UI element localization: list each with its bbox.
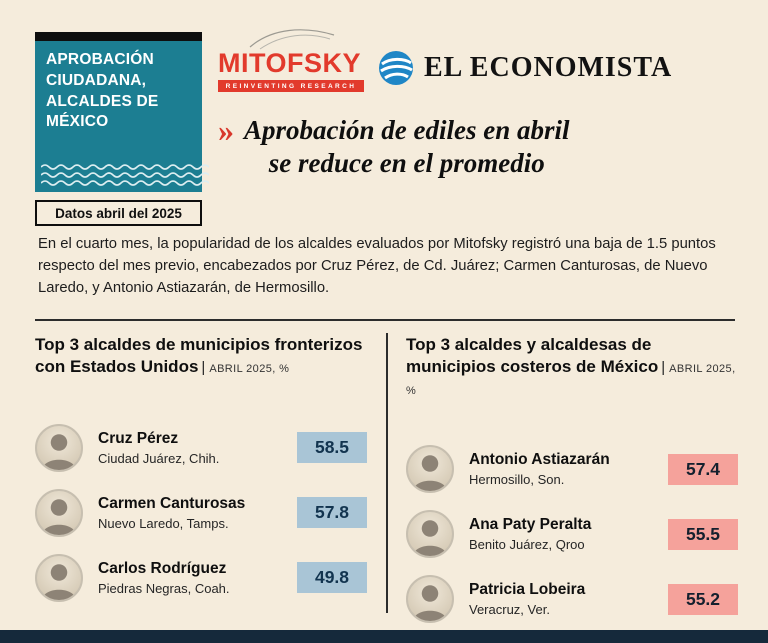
headline-line: Aprobación de ediles en abril (244, 115, 570, 145)
pipe-separator: | (201, 358, 206, 376)
avatar (406, 575, 454, 624)
mayor-name: Antonio Astiazarán (469, 451, 610, 469)
mayor-location: Veracruz, Ver. (469, 602, 550, 618)
globe-icon (379, 51, 413, 85)
person-silhouette-icon (413, 455, 447, 492)
person-silhouette-icon (42, 498, 76, 535)
left-panel-rows: Cruz Pérez Ciudad Juárez, Chih. 58.5 Car… (35, 423, 367, 602)
approval-badge: 55.2 (668, 583, 738, 615)
mayor-row: Carmen Canturosas Nuevo Laredo, Tamps. 5… (35, 488, 367, 537)
approval-badge: 57.8 (297, 497, 367, 528)
mayor-name: Carmen Canturosas (98, 494, 246, 512)
approval-badge: 57.4 (668, 453, 738, 485)
mayor-row: Cruz Pérez Ciudad Juárez, Chih. 58.5 (35, 423, 367, 472)
panel-title-text: Top 3 alcaldes de municipios fronterizos… (35, 335, 363, 376)
masthead-title: APROBACIÓN CIUDADANA, ALCALDES DE MÉXICO (35, 41, 202, 133)
mayor-info: Carlos Rodríguez Piedras Negras, Coah. (98, 560, 282, 596)
person-silhouette-icon (42, 433, 76, 470)
masthead-title-line: APROBACIÓN (46, 51, 154, 68)
avatar (35, 553, 83, 602)
mayor-location: Ciudad Juárez, Chih. (98, 450, 220, 466)
avatar (35, 423, 83, 472)
person-silhouette-icon (42, 563, 76, 600)
mayor-location: Benito Juárez, Qroo (469, 537, 585, 553)
intro-paragraph: En el cuarto mes, la popularidad de los … (38, 236, 716, 296)
right-panel-title: Top 3 alcaldes y alcaldesas de municipio… (406, 334, 738, 399)
panel-subtitle: ABRIL 2025, % (209, 362, 290, 375)
mayor-row: Carlos Rodríguez Piedras Negras, Coah. 4… (35, 553, 367, 602)
approval-badge: 55.5 (668, 518, 738, 550)
vertical-divider (386, 333, 388, 613)
headline-text: Aprobación de ediles en abril se reduce … (244, 114, 570, 180)
masthead-title-line: MÉXICO (46, 113, 109, 131)
mayor-row: Patricia Lobeira Veracruz, Ver. 55.2 (406, 575, 738, 624)
mayor-location: Piedras Negras, Coah. (98, 580, 230, 596)
mayor-info: Carmen Canturosas Nuevo Laredo, Tamps. (98, 495, 282, 531)
mayor-info: Patricia Lobeira Veracruz, Ver. (469, 581, 653, 617)
el-economista-wordmark: EL ECONOMISTA (424, 52, 673, 83)
person-silhouette-icon (413, 585, 447, 622)
mayor-name: Cruz Pérez (98, 429, 179, 447)
panel-subtitle: ABRIL 2025, % (406, 362, 736, 397)
mayor-info: Antonio Astiazarán Hermosillo, Son. (469, 451, 653, 487)
masthead-title-line: ALCALDES DE (46, 92, 159, 110)
mayor-info: Cruz Pérez Ciudad Juárez, Chih. (98, 430, 282, 466)
date-badge: Datos abril del 2025 (35, 200, 202, 226)
pipe-separator: | (661, 358, 666, 376)
mayor-location: Nuevo Laredo, Tamps. (98, 515, 229, 531)
flourish-icon (249, 29, 335, 50)
headline: » Aprobación de ediles en abril se reduc… (218, 112, 570, 180)
mayor-name: Patricia Lobeira (469, 581, 586, 599)
masthead-title-line: CIUDADANA, (46, 71, 147, 89)
mitofsky-tagline: REINVENTING RESEARCH (218, 80, 364, 92)
masthead-title-box: APROBACIÓN CIUDADANA, ALCALDES DE MÉXICO (35, 32, 209, 192)
horizontal-divider (35, 319, 735, 321)
approval-badge: 49.8 (297, 562, 367, 593)
avatar (35, 488, 83, 537)
wave-pattern-icon (41, 164, 209, 186)
avatar (406, 445, 454, 494)
mayor-name: Ana Paty Peralta (469, 516, 592, 534)
chevron-icon: » (218, 112, 234, 148)
mayor-row: Antonio Astiazarán Hermosillo, Son. 57.4 (406, 445, 738, 494)
mitofsky-logo: MITOFSKY REINVENTING RESEARCH (218, 26, 378, 92)
mayor-info: Ana Paty Peralta Benito Juárez, Qroo (469, 516, 653, 552)
approval-badge: 58.5 (297, 432, 367, 463)
el-economista-logo: EL ECONOMISTA (378, 50, 672, 86)
footer-bar (0, 630, 768, 643)
mitofsky-wordmark: MITOFSKY (218, 48, 362, 78)
person-silhouette-icon (413, 520, 447, 557)
avatar (406, 510, 454, 559)
mayor-location: Hermosillo, Son. (469, 472, 565, 488)
mayor-row: Ana Paty Peralta Benito Juárez, Qroo 55.… (406, 510, 738, 559)
headline-line: se reduce en el promedio (268, 147, 545, 178)
masthead-black-bar (35, 32, 202, 41)
left-panel: Top 3 alcaldes de municipios fronterizos… (35, 334, 367, 602)
right-panel: Top 3 alcaldes y alcaldesas de municipio… (406, 334, 738, 624)
mayor-name: Carlos Rodríguez (98, 559, 227, 577)
right-panel-rows: Antonio Astiazarán Hermosillo, Son. 57.4… (406, 445, 738, 624)
left-panel-title: Top 3 alcaldes de municipios fronterizos… (35, 334, 367, 378)
panel-title-text: Top 3 alcaldes y alcaldesas de municipio… (406, 335, 659, 376)
